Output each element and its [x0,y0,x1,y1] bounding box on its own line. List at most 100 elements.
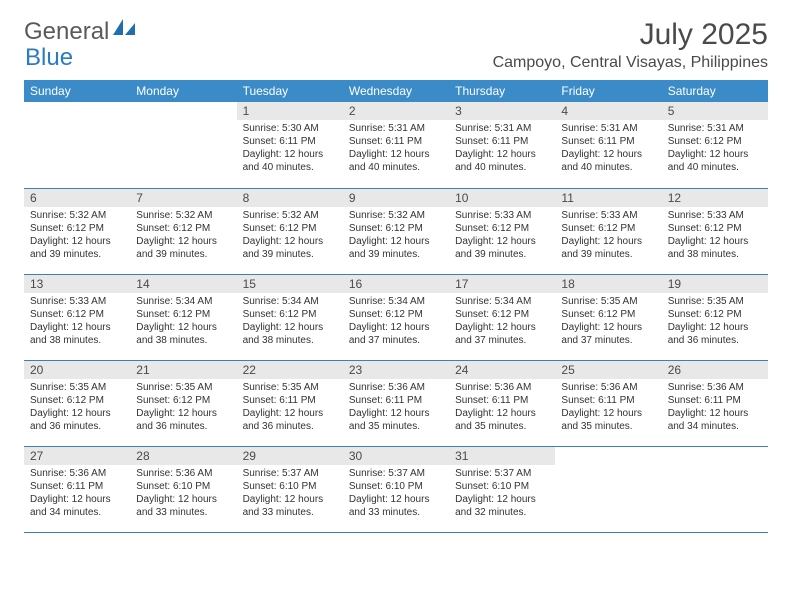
day-data: Sunrise: 5:32 AMSunset: 6:12 PMDaylight:… [24,207,130,265]
day-line: and 39 minutes. [136,248,230,261]
day-line: and 36 minutes. [136,420,230,433]
dayhead-sun: Sunday [24,80,130,102]
dayhead-tue: Tuesday [237,80,343,102]
day-line: Sunrise: 5:31 AM [455,122,549,135]
day-line: Sunset: 6:12 PM [349,308,443,321]
day-line: Sunrise: 5:33 AM [561,209,655,222]
day-number: 22 [237,361,343,379]
day-line: Sunset: 6:12 PM [136,308,230,321]
day-cell: 3Sunrise: 5:31 AMSunset: 6:11 PMDaylight… [449,102,555,188]
day-line: Sunrise: 5:36 AM [455,381,549,394]
day-line: Sunrise: 5:35 AM [668,295,762,308]
day-number: 2 [343,102,449,120]
day-data: Sunrise: 5:37 AMSunset: 6:10 PMDaylight:… [237,465,343,523]
header: General July 2025 Campoyo, Central Visay… [24,18,768,72]
day-line: Sunset: 6:11 PM [243,394,337,407]
day-cell: 23Sunrise: 5:36 AMSunset: 6:11 PMDayligh… [343,360,449,446]
day-line: Sunset: 6:11 PM [561,394,655,407]
day-number: 12 [662,189,768,207]
day-number: 21 [130,361,236,379]
day-cell: 2Sunrise: 5:31 AMSunset: 6:11 PMDaylight… [343,102,449,188]
day-cell [555,446,661,532]
day-cell: 19Sunrise: 5:35 AMSunset: 6:12 PMDayligh… [662,274,768,360]
day-data: Sunrise: 5:31 AMSunset: 6:11 PMDaylight:… [555,120,661,178]
day-line: Daylight: 12 hours [30,493,124,506]
day-line: Daylight: 12 hours [455,148,549,161]
day-line: Daylight: 12 hours [668,235,762,248]
day-data: Sunrise: 5:32 AMSunset: 6:12 PMDaylight:… [343,207,449,265]
day-line: Sunrise: 5:36 AM [561,381,655,394]
day-line: Daylight: 12 hours [349,493,443,506]
day-cell: 21Sunrise: 5:35 AMSunset: 6:12 PMDayligh… [130,360,236,446]
day-line: and 36 minutes. [30,420,124,433]
day-line: Sunrise: 5:31 AM [668,122,762,135]
day-line: Daylight: 12 hours [561,148,655,161]
day-line: and 35 minutes. [561,420,655,433]
dayhead-fri: Friday [555,80,661,102]
day-line: and 37 minutes. [455,334,549,347]
day-line: Daylight: 12 hours [243,493,337,506]
day-line: Sunset: 6:10 PM [136,480,230,493]
calendar-table: Sunday Monday Tuesday Wednesday Thursday… [24,80,768,533]
day-number: 25 [555,361,661,379]
day-line: and 39 minutes. [349,248,443,261]
day-line: Sunset: 6:12 PM [668,222,762,235]
calendar-page: General July 2025 Campoyo, Central Visay… [0,0,792,551]
day-line: Daylight: 12 hours [136,235,230,248]
day-cell: 22Sunrise: 5:35 AMSunset: 6:11 PMDayligh… [237,360,343,446]
day-line: and 40 minutes. [243,161,337,174]
day-cell: 1Sunrise: 5:30 AMSunset: 6:11 PMDaylight… [237,102,343,188]
day-number: 30 [343,447,449,465]
day-line: Sunset: 6:11 PM [455,135,549,148]
day-line: Sunrise: 5:31 AM [561,122,655,135]
day-cell: 6Sunrise: 5:32 AMSunset: 6:12 PMDaylight… [24,188,130,274]
day-line: Daylight: 12 hours [455,321,549,334]
day-line: Daylight: 12 hours [668,321,762,334]
day-line: Sunset: 6:12 PM [561,308,655,321]
day-number: 20 [24,361,130,379]
day-line: Sunset: 6:11 PM [30,480,124,493]
day-line: Sunset: 6:12 PM [455,308,549,321]
day-cell: 13Sunrise: 5:33 AMSunset: 6:12 PMDayligh… [24,274,130,360]
day-line: Sunrise: 5:35 AM [561,295,655,308]
day-header-row: Sunday Monday Tuesday Wednesday Thursday… [24,80,768,102]
day-number: 28 [130,447,236,465]
day-data: Sunrise: 5:36 AMSunset: 6:10 PMDaylight:… [130,465,236,523]
day-cell: 20Sunrise: 5:35 AMSunset: 6:12 PMDayligh… [24,360,130,446]
week-row: 20Sunrise: 5:35 AMSunset: 6:12 PMDayligh… [24,360,768,446]
day-line: Sunset: 6:11 PM [349,394,443,407]
day-number: 17 [449,275,555,293]
day-number: 3 [449,102,555,120]
day-data: Sunrise: 5:31 AMSunset: 6:11 PMDaylight:… [449,120,555,178]
day-number: 7 [130,189,236,207]
day-line: Sunrise: 5:37 AM [243,467,337,480]
dayhead-mon: Monday [130,80,236,102]
day-line: Daylight: 12 hours [349,407,443,420]
day-line: and 38 minutes. [30,334,124,347]
day-line: Daylight: 12 hours [561,407,655,420]
day-number: 5 [662,102,768,120]
day-line: Sunrise: 5:34 AM [349,295,443,308]
day-line: Daylight: 12 hours [349,235,443,248]
day-line: Sunrise: 5:34 AM [136,295,230,308]
day-data: Sunrise: 5:35 AMSunset: 6:12 PMDaylight:… [24,379,130,437]
day-data: Sunrise: 5:35 AMSunset: 6:12 PMDaylight:… [555,293,661,351]
brand-text-2-wrap: Blue [25,44,73,72]
day-line: Daylight: 12 hours [136,407,230,420]
day-line: Sunrise: 5:32 AM [136,209,230,222]
day-cell: 31Sunrise: 5:37 AMSunset: 6:10 PMDayligh… [449,446,555,532]
day-line: Daylight: 12 hours [349,148,443,161]
sail-icon [113,19,137,42]
day-line: Daylight: 12 hours [349,321,443,334]
day-cell: 24Sunrise: 5:36 AMSunset: 6:11 PMDayligh… [449,360,555,446]
day-line: Sunset: 6:12 PM [136,222,230,235]
day-line: Daylight: 12 hours [561,321,655,334]
day-cell: 7 Sunrise: 5:32 AMSunset: 6:12 PMDaylight… [130,188,236,274]
day-number: 24 [449,361,555,379]
week-row: 13Sunrise: 5:33 AMSunset: 6:12 PMDayligh… [24,274,768,360]
day-data: Sunrise: 5:36 AMSunset: 6:11 PMDaylight:… [662,379,768,437]
day-line: and 39 minutes. [561,248,655,261]
day-number [662,447,768,451]
brand-text-2: Blue [25,44,73,71]
day-number: 18 [555,275,661,293]
